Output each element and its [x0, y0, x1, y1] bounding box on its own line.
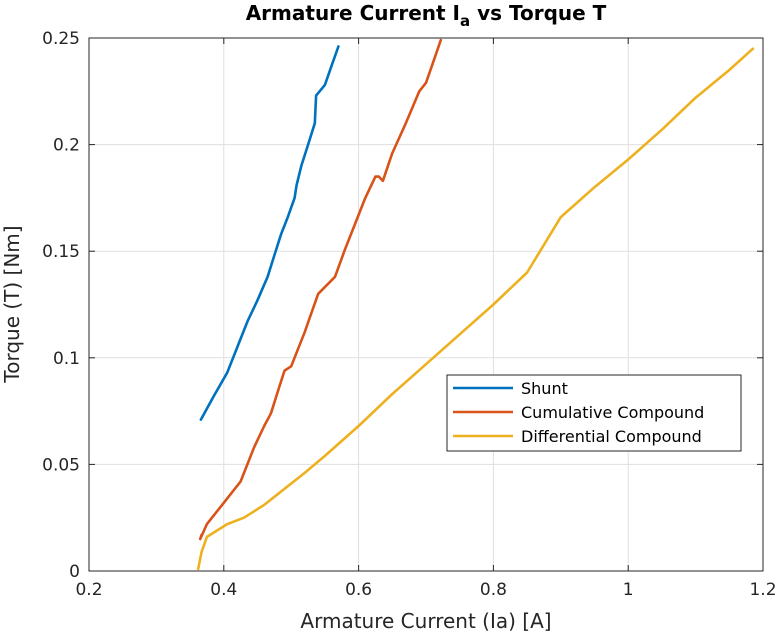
chart-title-subscript: a	[460, 12, 470, 30]
y-tick-label: 0.25	[42, 29, 80, 49]
series-line-shunt	[199, 45, 340, 421]
legend: Shunt Cumulative Compound Differential C…	[446, 374, 742, 452]
y-tick-label: 0.1	[53, 349, 80, 369]
tick-labels: 0.2 0.4 0.6 0.8 1 1.2 0 0.05 0.1 0.15 0.2 0.25	[42, 29, 776, 600]
x-tick-label: 1.2	[749, 580, 776, 600]
y-axis-label: Torque (T) [Nm]	[0, 225, 24, 383]
legend-label-cumulative-compound: Cumulative Compound	[521, 403, 704, 422]
y-tick-label: 0	[69, 562, 80, 582]
x-tick-label: 1	[623, 580, 634, 600]
x-tick-label: 0.4	[210, 580, 237, 600]
chart-title-suffix: vs Torque T	[470, 1, 607, 25]
ticks	[88, 37, 764, 572]
legend-label-differential-compound: Differential Compound	[521, 427, 702, 446]
x-tick-label: 0.2	[75, 580, 102, 600]
y-tick-label: 0.2	[53, 136, 80, 156]
axes-box	[88, 37, 764, 572]
x-tick-label: 0.8	[480, 580, 507, 600]
grid	[88, 37, 764, 572]
plot-area	[89, 38, 763, 571]
y-tick-label: 0.05	[42, 455, 80, 475]
y-tick-label: 0.15	[42, 242, 80, 262]
series-line-differential-compound	[196, 47, 755, 571]
series-line-cumulative-compound	[198, 38, 443, 541]
chart-title-main: Armature Current I	[246, 1, 460, 25]
x-tick-label: 0.6	[345, 580, 372, 600]
chart-title: Armature Current Ia vs Torque T	[246, 1, 607, 30]
series-lines	[196, 38, 755, 571]
legend-label-shunt: Shunt	[521, 379, 568, 398]
x-axis-label: Armature Current (Ia) [A]	[300, 609, 551, 633]
